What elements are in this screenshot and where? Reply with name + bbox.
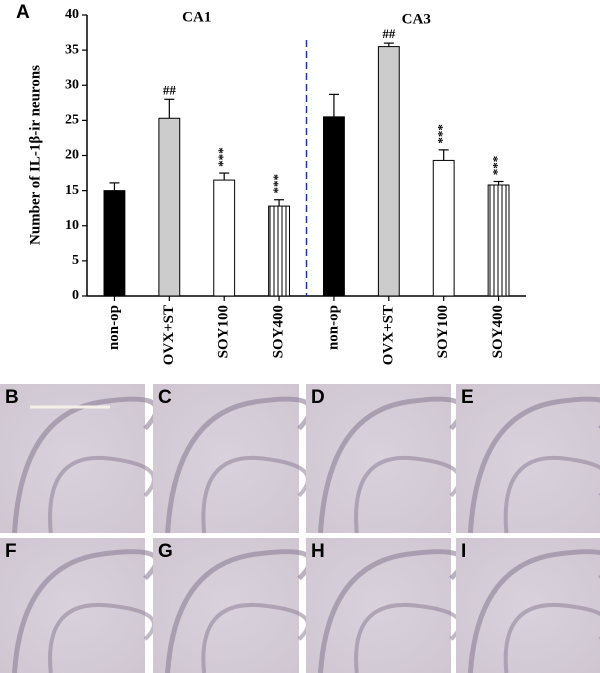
x-tick-label: non-op [106,305,122,350]
micrograph [153,384,299,533]
panel-label: E [461,387,474,408]
bar [323,116,345,297]
significance-label: ## [382,26,396,41]
y-tick-label: 40 [65,7,79,22]
x-tick-label: SOY400 [271,305,287,358]
bar [158,117,181,297]
y-tick-label: 5 [72,253,79,268]
bar [487,184,510,297]
significance-label: ## [163,82,177,97]
x-tick-label: OVX+ST [380,305,396,365]
y-tick-label: 0 [72,288,79,303]
panel-label: C [158,387,172,408]
panel-label: I [461,541,466,562]
panel-label: A [16,2,30,23]
significance-label: *** [435,124,450,144]
panel-label: H [311,541,325,562]
y-tick-label: 25 [65,113,79,128]
bar [213,179,236,297]
micrograph [456,384,600,533]
x-tick-label: SOY100 [216,305,232,358]
y-tick-label: 10 [65,218,79,233]
cell-layer [467,396,600,534]
cell-layer [503,455,600,534]
micrographs: B C D E F G H I [0,384,600,673]
y-tick-label: 35 [65,42,79,57]
y-tick-label: 20 [65,148,79,163]
significance-label: *** [215,147,230,167]
significance-label: *** [490,156,505,176]
group-label: CA1 [182,9,211,25]
bar [268,205,290,297]
y-tick-label: 15 [65,183,79,198]
cell-layer [467,549,600,673]
bar-chart: 0 5 10 15 20 25 30 35 40 non-op OVX+ST SOY100 SOY400… [65,7,526,365]
significance-label: *** [270,174,285,194]
x-tick-label: non-op [325,305,341,350]
bar [377,46,400,297]
micrograph [306,384,451,533]
panel-label: F [5,541,17,562]
y-tick-label: 30 [65,77,79,92]
x-tick-label: OVX+ST [161,305,177,365]
bar [432,159,455,297]
y-axis-label: Number of IL-1β-ir neurons [27,65,43,245]
cell-layer [503,602,600,673]
panel-label: D [311,387,325,408]
panel-label: B [5,387,19,408]
panel-label: G [158,541,173,562]
group-label: CA3 [402,11,431,27]
bar [103,190,126,297]
x-tick-label: SOY100 [435,305,451,358]
x-tick-label: SOY400 [490,305,506,358]
